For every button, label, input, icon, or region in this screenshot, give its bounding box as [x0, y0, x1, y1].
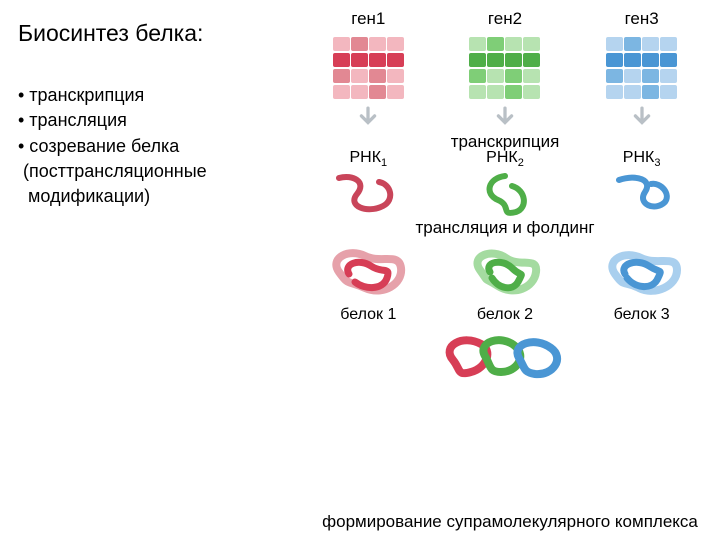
gene-label-1: ген1 — [318, 9, 418, 29]
bullet-5: модификации) — [18, 184, 288, 208]
gene-label-2: ген2 — [455, 9, 555, 29]
bullet-4: (посттрансляционные — [18, 159, 288, 183]
complex-icon — [435, 328, 575, 388]
bullet-2: • трансляция — [18, 108, 288, 132]
protein-1 — [318, 244, 418, 305]
rna-sub-3: 3 — [654, 158, 660, 170]
rna-label-3: РНК — [623, 149, 655, 166]
gene-labels-row: ген1 ген2 ген3 — [300, 8, 710, 30]
protein-row — [300, 242, 710, 306]
protein-label-3: белок 3 — [592, 306, 692, 324]
rna-label-1: РНК — [349, 149, 381, 166]
bullet-3: • созревание белка — [18, 134, 288, 158]
rna-sub-2: 2 — [518, 158, 524, 170]
chromosomes-row — [300, 32, 710, 104]
diagram-container: ген1 ген2 ген3 транскрипция РНК1 РНК2 РН… — [300, 8, 710, 388]
gene-label-3: ген3 — [592, 9, 692, 29]
gene-col-2 — [455, 37, 555, 99]
rna-2: РНК2 — [455, 149, 555, 222]
arrow-row-1 — [300, 108, 710, 130]
rna-1: РНК1 — [318, 149, 418, 222]
gene-col-3 — [592, 37, 692, 99]
protein-label-1: белок 1 — [318, 306, 418, 324]
protein-3 — [592, 244, 692, 305]
rna-label-2: РНК — [486, 149, 518, 166]
arrow-2 — [455, 106, 555, 133]
bullet-1: • транскрипция — [18, 83, 288, 107]
bullet-list: • транскрипция • трансляция • созревание… — [18, 83, 288, 208]
complex-label: формирование супрамолекулярного комплекс… — [300, 512, 720, 532]
arrow-3 — [592, 106, 692, 133]
rna-row: РНК1 РНК2 РНК3 — [300, 156, 710, 216]
protein-2 — [455, 244, 555, 305]
page-title: Биосинтез белка: — [18, 20, 288, 47]
rna-3: РНК3 — [592, 149, 692, 222]
arrow-1 — [318, 106, 418, 133]
protein-label-2: белок 2 — [455, 306, 555, 324]
protein-labels-row: белок 1 белок 2 белок 3 — [300, 306, 710, 324]
complex-row — [300, 328, 710, 388]
rna-sub-1: 1 — [381, 158, 387, 170]
gene-col-1 — [318, 37, 418, 99]
